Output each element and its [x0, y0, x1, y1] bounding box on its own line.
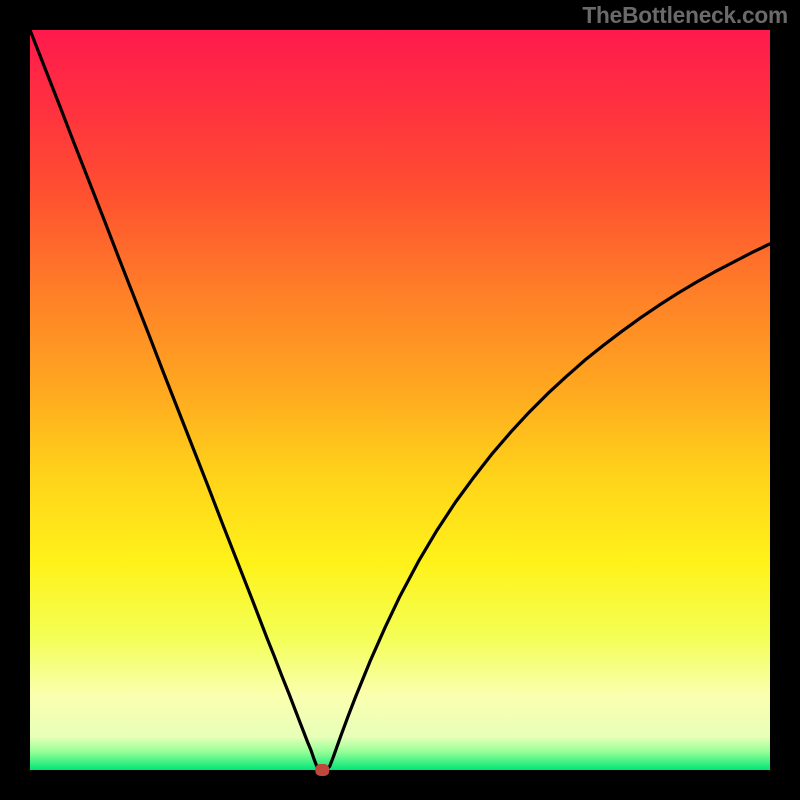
watermark-text: TheBottleneck.com: [582, 2, 788, 29]
chart-container: TheBottleneck.com: [0, 0, 800, 800]
chart-plot-area: [30, 30, 770, 770]
optimal-point-marker: [315, 764, 329, 776]
bottleneck-curve-chart: [0, 0, 800, 800]
